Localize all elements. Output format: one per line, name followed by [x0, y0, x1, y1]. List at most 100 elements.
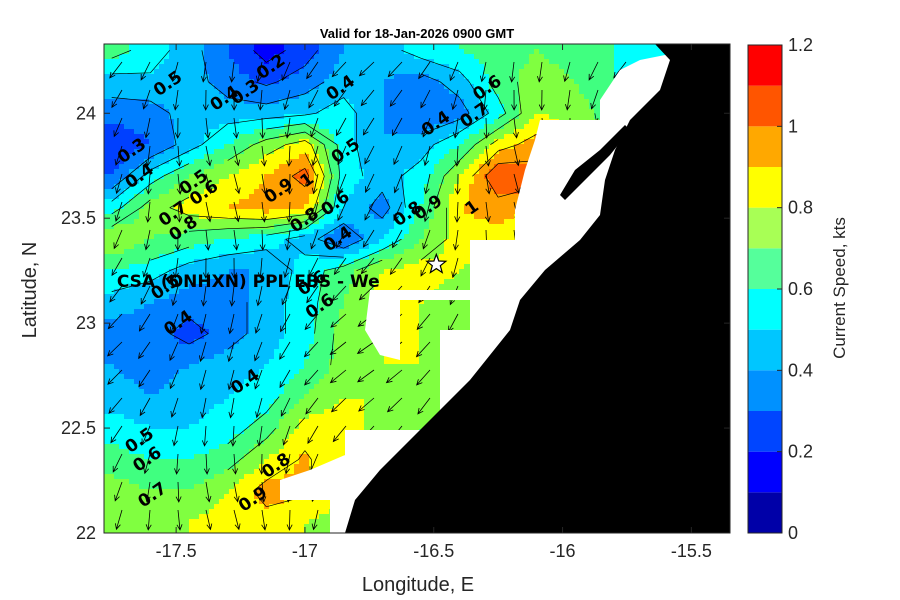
speed-cell [174, 149, 180, 155]
speed-cell [104, 169, 110, 175]
speed-cell [194, 49, 200, 55]
speed-cell [189, 79, 195, 85]
speed-cell [434, 214, 440, 220]
speed-cell [219, 49, 225, 55]
speed-cell [259, 174, 265, 180]
speed-cell [154, 99, 160, 105]
speed-cell [399, 139, 405, 145]
speed-cell [304, 189, 310, 195]
speed-cell [229, 144, 235, 150]
speed-cell [369, 164, 375, 170]
speed-cell [389, 179, 395, 185]
speed-cell [269, 94, 275, 100]
speed-cell [169, 89, 175, 95]
speed-cell [544, 99, 550, 105]
speed-cell [479, 149, 485, 155]
speed-cell [369, 144, 375, 150]
speed-cell [264, 209, 270, 215]
speed-cell [159, 49, 165, 55]
speed-cell [334, 59, 340, 65]
speed-cell [579, 49, 585, 55]
speed-cell [104, 84, 110, 90]
speed-cell [594, 59, 600, 65]
speed-cell [384, 189, 390, 195]
speed-cell [294, 224, 300, 230]
speed-cell [124, 229, 130, 235]
speed-cell [119, 184, 125, 190]
speed-cell [479, 144, 485, 150]
speed-cell [224, 104, 230, 110]
speed-cell [359, 144, 365, 150]
speed-cell [224, 54, 230, 60]
speed-cell [439, 109, 445, 115]
speed-cell [414, 134, 420, 140]
speed-cell [274, 184, 280, 190]
speed-cell [199, 239, 205, 245]
speed-cell [114, 59, 120, 65]
speed-cell [389, 209, 395, 215]
speed-cell [374, 139, 380, 145]
speed-cell [479, 109, 485, 115]
speed-cell [104, 224, 110, 230]
speed-cell [204, 89, 210, 95]
speed-cell [294, 174, 300, 180]
speed-cell [319, 104, 325, 110]
speed-cell [364, 54, 370, 60]
speed-cell [324, 174, 330, 180]
speed-cell [354, 159, 360, 165]
speed-cell [349, 119, 355, 125]
speed-cell [384, 99, 390, 105]
speed-cell [199, 224, 205, 230]
speed-cell [234, 104, 240, 110]
speed-cell [259, 109, 265, 115]
speed-cell [189, 114, 195, 120]
speed-cell [524, 124, 530, 130]
speed-cell [209, 89, 215, 95]
speed-cell [394, 199, 400, 205]
speed-cell [294, 194, 300, 200]
speed-cell [214, 224, 220, 230]
speed-cell [364, 79, 370, 85]
speed-cell [334, 159, 340, 165]
speed-cell [494, 209, 500, 215]
speed-cell [369, 94, 375, 100]
speed-cell [344, 84, 350, 90]
speed-cell [319, 124, 325, 130]
speed-cell [479, 129, 485, 135]
speed-cell [339, 104, 345, 110]
speed-cell [509, 44, 515, 50]
speed-cell [159, 114, 165, 120]
speed-cell [179, 109, 185, 115]
speed-cell [329, 144, 335, 150]
speed-cell [449, 179, 455, 185]
speed-cell [189, 229, 195, 235]
speed-cell [309, 189, 315, 195]
speed-cell [329, 229, 335, 235]
speed-cell [399, 44, 405, 50]
speed-cell [359, 184, 365, 190]
speed-cell [239, 69, 245, 75]
speed-cell [239, 214, 245, 220]
speed-cell [374, 74, 380, 80]
speed-cell [304, 99, 310, 105]
speed-cell [609, 44, 615, 50]
speed-cell [204, 189, 210, 195]
speed-cell [344, 229, 350, 235]
speed-cell [639, 44, 645, 50]
speed-cell [149, 229, 155, 235]
speed-cell [214, 94, 220, 100]
speed-cell [454, 179, 460, 185]
speed-cell [429, 194, 435, 200]
speed-cell [479, 119, 485, 125]
speed-cell [259, 164, 265, 170]
speed-cell [294, 229, 300, 235]
speed-cell [209, 209, 215, 215]
speed-cell [399, 239, 405, 245]
speed-cell [224, 194, 230, 200]
speed-cell [179, 124, 185, 130]
speed-cell [314, 234, 320, 240]
speed-cell [234, 124, 240, 130]
speed-cell [164, 234, 170, 240]
speed-cell [334, 44, 340, 50]
speed-cell [374, 189, 380, 195]
